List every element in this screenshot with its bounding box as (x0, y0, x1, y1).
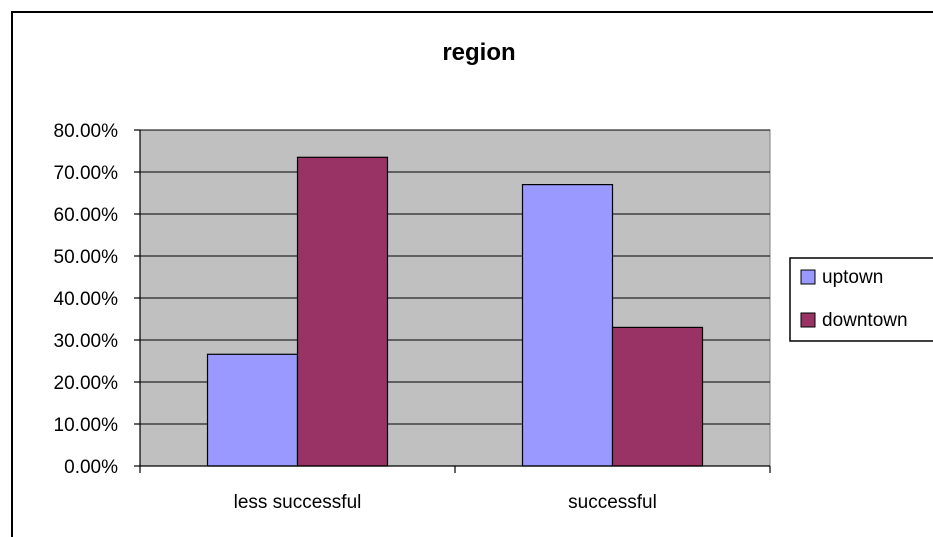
y-tick-label: 20.00% (54, 373, 119, 394)
bar-uptown-1 (521, 184, 614, 467)
axes (134, 129, 771, 473)
y-axis-tick-labels: 0.00% 10.00% 20.00% 30.00% 40.00% 50.00% 60.00… (54, 121, 119, 478)
y-tick-label: 60.00% (54, 205, 119, 226)
chart-title: region (442, 39, 515, 66)
y-tick-label: 40.00% (54, 289, 119, 310)
legend-swatch-downtown (800, 312, 816, 328)
legend: uptown downtown (789, 257, 933, 342)
legend-label-downtown: downtown (822, 310, 908, 331)
y-tick-label: 50.00% (54, 247, 119, 268)
bars (206, 156, 704, 467)
legend-swatch-uptown (800, 269, 816, 285)
x-tick-label: less successful (234, 492, 362, 513)
bar-downtown-1 (611, 326, 704, 467)
bar-uptown-0 (206, 353, 299, 467)
y-tick-label: 30.00% (54, 331, 119, 352)
y-tick-label: 80.00% (54, 121, 119, 142)
bar-downtown-0 (296, 156, 389, 467)
y-tick-label: 70.00% (54, 163, 119, 184)
legend-label-uptown: uptown (822, 267, 883, 288)
y-tick-label: 10.00% (54, 415, 119, 436)
x-tick-label: successful (568, 492, 657, 513)
x-axis-tick-labels: less successful successful (234, 492, 657, 513)
y-tick-label: 0.00% (64, 457, 118, 478)
